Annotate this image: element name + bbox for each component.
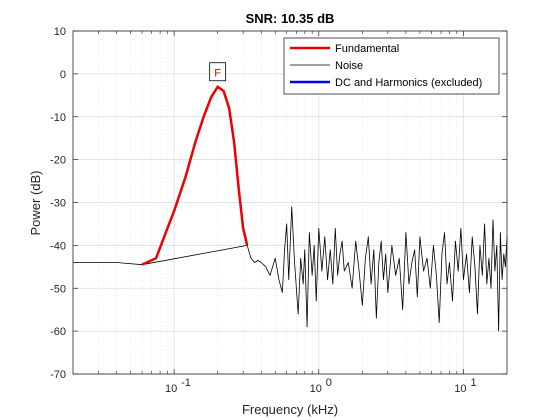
legend: Fundamental Noise DC and Harmonics (excl… <box>283 37 500 95</box>
series-layer <box>73 85 508 332</box>
y-tick-label: -10 <box>50 112 66 124</box>
annotation-label: F <box>214 68 221 80</box>
y-tick-labels: 10 0 -10 -20 -30 -40 -50 -60 -70 <box>50 26 66 381</box>
y-tick-label: -40 <box>50 240 66 252</box>
y-tick-label: -60 <box>50 326 66 338</box>
y-tick-label: 10 <box>54 26 66 38</box>
y-tick-label: -50 <box>50 283 66 295</box>
y-tick-label: 0 <box>60 69 66 81</box>
ticks-layer <box>73 30 507 375</box>
series-line-fundamental <box>141 85 249 266</box>
x-tick-exponent: 0 <box>326 377 332 389</box>
x-tick-labels: 10 -1 10 0 10 1 <box>165 377 477 395</box>
legend-label-noise: Noise <box>335 60 363 72</box>
legend-label-harmonics: DC and Harmonics (excluded) <box>335 77 482 89</box>
series-line-noise <box>73 206 508 332</box>
y-tick-label: -30 <box>50 198 66 210</box>
legend-label-fundamental: Fundamental <box>335 43 399 55</box>
annotation-box <box>209 62 227 82</box>
chart-title: SNR: 10.35 dB <box>246 11 335 26</box>
y-tick-label: -20 <box>50 155 66 167</box>
annotation-layer: F <box>209 62 227 82</box>
x-tick-exponent: -1 <box>181 377 191 389</box>
y-tick-label: -70 <box>50 369 66 381</box>
x-tick-label: 10 <box>165 383 177 395</box>
y-axis-label: Power (dB) <box>28 170 43 235</box>
x-tick-exponent: 1 <box>470 377 476 389</box>
x-axis-label: Frequency (kHz) <box>242 402 338 417</box>
x-tick-label: 10 <box>454 383 466 395</box>
x-tick-label: 10 <box>310 383 322 395</box>
